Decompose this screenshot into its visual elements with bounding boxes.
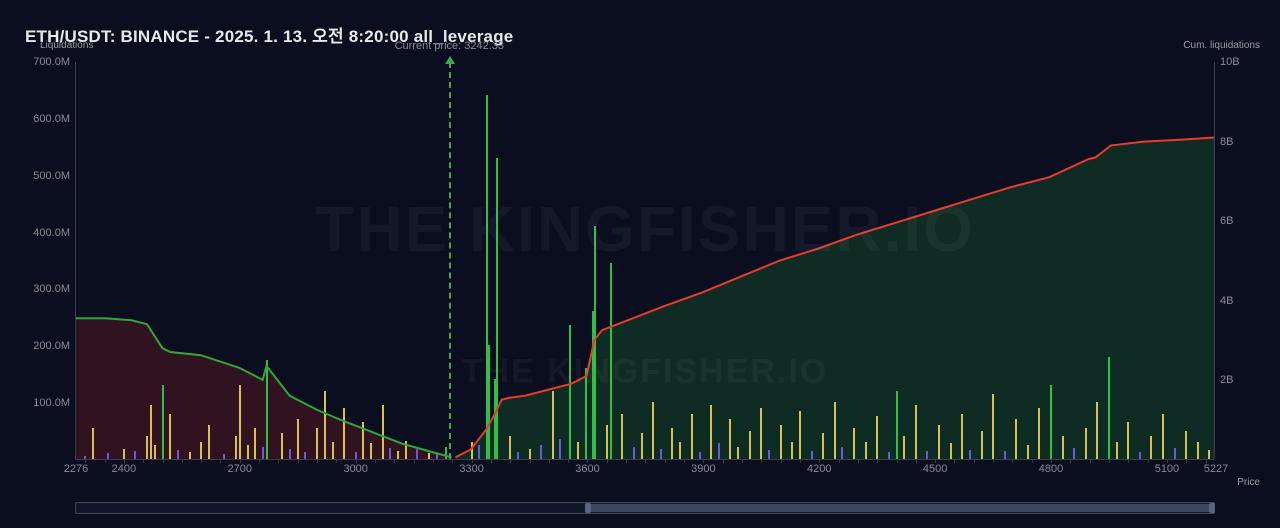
x-minor-tick [394,459,395,463]
x-minor-tick [1167,459,1168,463]
y-right-tick: 6B [1214,215,1233,227]
current-price-line [449,62,451,459]
x-minor-tick [839,459,840,463]
x-minor-tick [1070,459,1071,463]
x-minor-tick [800,459,801,463]
x-minor-tick [877,459,878,463]
x-minor-tick [1090,459,1091,463]
x-minor-tick [124,459,125,463]
x-minor-tick [317,459,318,463]
x-minor-tick [414,459,415,463]
cumulative-line-right [455,137,1214,457]
x-minor-tick [356,459,357,463]
y-left-tick: 600.0M [33,113,76,125]
y-left-tick: 400.0M [33,227,76,239]
y-left-axis-label: Liquidations [40,40,93,51]
x-minor-tick [278,459,279,463]
x-minor-tick [1148,459,1149,463]
x-minor-tick [472,459,473,463]
x-minor-tick [684,459,685,463]
x-minor-tick [993,459,994,463]
x-minor-tick [568,459,569,463]
x-minor-tick [665,459,666,463]
x-minor-tick [298,459,299,463]
x-minor-tick [433,459,434,463]
x-minor-tick [530,459,531,463]
y-right-tick: 2B [1214,374,1233,386]
y-left-tick: 200.0M [33,340,76,352]
x-minor-tick [607,459,608,463]
x-minor-tick [105,459,106,463]
cumulative-line-left [76,318,452,457]
liquidation-chart: ETH/USDT: BINANCE - 2025. 1. 13. 오전 8:20… [0,0,1280,528]
x-minor-tick [510,459,511,463]
y-left-tick: 500.0M [33,170,76,182]
y-left-tick: 700.0M [33,56,76,68]
x-minor-tick [645,459,646,463]
x-minor-tick [626,459,627,463]
x-minor-tick [1012,459,1013,463]
x-scrollbar-track[interactable] [75,502,1215,514]
x-minor-tick [1032,459,1033,463]
x-minor-tick [491,459,492,463]
x-minor-tick [761,459,762,463]
x-minor-tick [703,459,704,463]
x-minor-tick [1206,459,1207,463]
y-right-axis-label: Cum. liquidations [1183,40,1260,51]
x-minor-tick [85,459,86,463]
arrow-up-icon [445,56,455,64]
y-left-tick: 300.0M [33,283,76,295]
x-minor-tick [1109,459,1110,463]
x-minor-tick [819,459,820,463]
x-minor-tick [259,459,260,463]
x-minor-tick [336,459,337,463]
current-price-label: Current price: 3242.33 [395,40,504,52]
x-minor-tick [201,459,202,463]
x-minor-tick [974,459,975,463]
y-right-tick: 8B [1214,136,1233,148]
x-minor-tick [781,459,782,463]
x-minor-tick [916,459,917,463]
x-minor-tick [1128,459,1129,463]
x-minor-tick [723,459,724,463]
x-minor-tick [163,459,164,463]
x-minor-tick [587,459,588,463]
x-minor-tick [143,459,144,463]
x-minor-tick [220,459,221,463]
x-minor-tick [858,459,859,463]
cumulative-lines-layer [76,62,1214,459]
plot-area[interactable]: THE KINGFISHER.IO THE KINGFISHER.IO Curr… [75,62,1215,460]
x-minor-tick [935,459,936,463]
x-minor-tick [240,459,241,463]
y-left-tick: 100.0M [33,397,76,409]
y-right-tick: 4B [1214,295,1233,307]
x-minor-tick [1051,459,1052,463]
x-minor-tick [549,459,550,463]
x-tick: 5227 [1204,459,1228,475]
x-minor-tick [742,459,743,463]
x-minor-tick [375,459,376,463]
x-minor-tick [182,459,183,463]
x-axis-label: Price [1237,477,1260,488]
x-minor-tick [452,459,453,463]
x-minor-tick [954,459,955,463]
x-minor-tick [897,459,898,463]
y-right-tick: 10B [1214,56,1240,68]
x-scrollbar-thumb[interactable] [586,504,1214,512]
x-minor-tick [1186,459,1187,463]
